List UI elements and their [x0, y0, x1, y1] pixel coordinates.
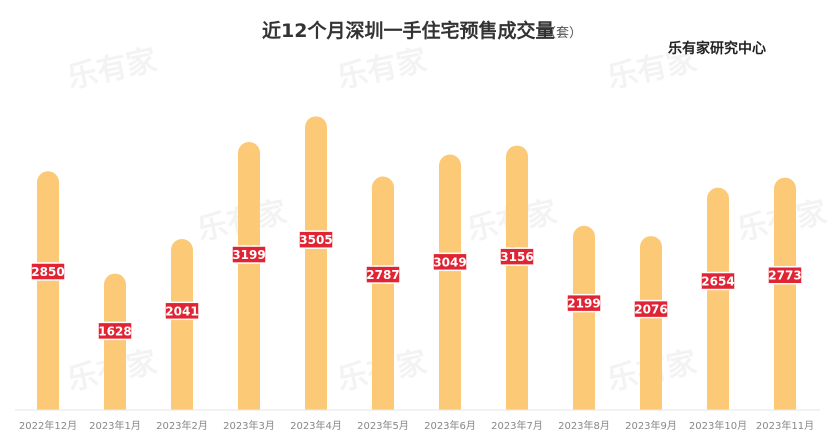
- bar: [506, 145, 528, 411]
- chart-title: 近12个月深圳一手住宅预售成交量: [262, 19, 554, 42]
- data-label: 3156: [500, 250, 533, 264]
- bar: [372, 176, 394, 410]
- data-label: 2199: [567, 297, 600, 311]
- x-tick-label: 2023年11月: [756, 419, 814, 432]
- data-label: 1628: [98, 324, 131, 338]
- source-label: 乐有家研究中心: [668, 40, 766, 57]
- x-tick-label: 2023年8月: [558, 419, 610, 432]
- bar: [305, 116, 327, 411]
- data-label-box: [164, 301, 200, 321]
- x-tick-label: 2023年10月: [689, 419, 747, 432]
- data-label-box: [700, 271, 736, 291]
- bar: [238, 141, 260, 410]
- x-tick-label: 2023年6月: [424, 419, 476, 432]
- data-label-box: [97, 321, 133, 341]
- x-tick-label: 2023年3月: [223, 419, 275, 432]
- data-label-box: [633, 299, 669, 319]
- data-label-box: [365, 265, 401, 284]
- x-tick-label: 2023年9月: [625, 419, 677, 432]
- bar: [37, 171, 59, 410]
- data-label: 2773: [768, 269, 801, 283]
- x-tick-labels: 2022年12月 2023年1月 2023年2月 2023年3月 2023年4月 2023…: [19, 419, 814, 432]
- bars-group: 2850 1628 2041 3199 3505 2787 3049 3156 2199 2076…: [30, 116, 803, 411]
- x-tick-label: 2022年12月: [19, 419, 77, 432]
- data-label: 3505: [299, 233, 332, 247]
- unit-label: （套）: [543, 25, 582, 41]
- data-label-box: [767, 265, 803, 285]
- bar: [573, 225, 595, 410]
- data-label: 2076: [634, 303, 667, 317]
- data-label: 2654: [701, 275, 734, 289]
- bar: [774, 177, 796, 410]
- data-label: 2850: [31, 265, 64, 279]
- data-label-box: [231, 245, 267, 264]
- x-tick-label: 2023年7月: [491, 419, 543, 432]
- watermark-logo: 乐有家: [64, 43, 159, 96]
- data-label: 2787: [366, 268, 399, 282]
- bar: [707, 187, 729, 410]
- x-tick-label: 2023年4月: [290, 419, 342, 432]
- bar: [171, 238, 193, 410]
- data-label-box: [30, 262, 66, 281]
- bar: [439, 154, 461, 410]
- data-label-box: [499, 247, 535, 266]
- data-label-box: [432, 252, 468, 272]
- data-label-box: [298, 230, 334, 249]
- x-tick-label: 2023年1月: [89, 419, 141, 432]
- bar: [640, 236, 662, 410]
- data-label: 2041: [165, 304, 198, 318]
- watermark-logo: 乐有家: [334, 43, 429, 96]
- data-label: 3199: [232, 248, 265, 262]
- data-label-box: [566, 293, 602, 313]
- x-tick-label: 2023年2月: [156, 419, 208, 432]
- x-tick-label: 2023年5月: [357, 419, 409, 432]
- data-label: 3049: [433, 255, 466, 269]
- bar: [104, 273, 126, 410]
